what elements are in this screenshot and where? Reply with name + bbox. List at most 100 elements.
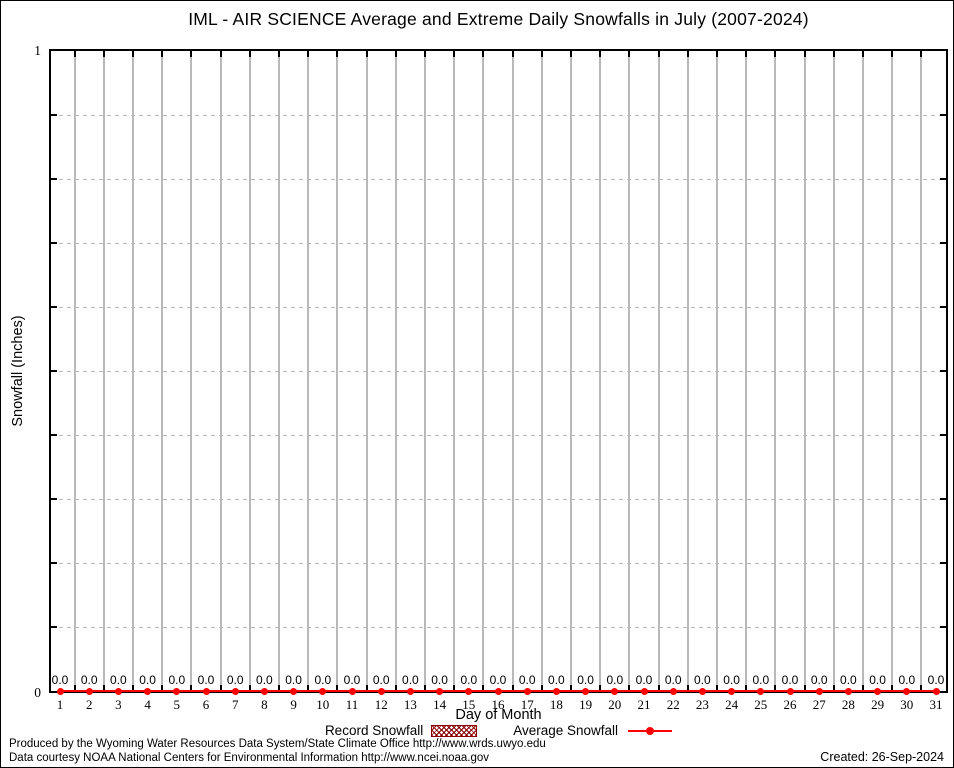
- average-snowfall-line-sample-icon: [628, 726, 673, 735]
- grid-line-horizontal: [51, 498, 946, 500]
- average-snowfall-point-marker: [231, 688, 239, 695]
- y-tick-left: [51, 370, 57, 372]
- x-tick-top: [219, 51, 222, 57]
- average-snowfall-point-marker: [523, 688, 531, 695]
- grid-line-horizontal: [51, 626, 946, 628]
- footer-data-courtesy: Data courtesy NOAA National Centers for …: [9, 752, 490, 764]
- x-tick-top: [424, 51, 426, 57]
- x-tick-bottom: [657, 685, 660, 691]
- average-snowfall-point-marker: [406, 688, 414, 695]
- x-tick-bottom: [570, 685, 572, 691]
- x-tick-bottom: [278, 685, 280, 691]
- x-tick-bottom: [774, 685, 777, 691]
- x-tick-top: [161, 51, 164, 57]
- x-tick-bottom: [482, 685, 485, 691]
- x-tick-top: [190, 51, 193, 57]
- y-tick-left: [51, 562, 57, 564]
- average-snowfall-point-marker: [56, 688, 64, 695]
- average-snowfall-point-icon: [646, 726, 655, 735]
- average-snowfall-point-marker: [552, 688, 560, 695]
- y-tick-left: [51, 114, 57, 116]
- x-tick-bottom: [832, 685, 835, 691]
- x-tick-bottom: [803, 685, 806, 691]
- average-snowfall-point-marker: [640, 688, 648, 695]
- x-tick-top: [102, 51, 105, 57]
- x-tick-top: [891, 51, 894, 57]
- point-value-label: 0.0: [139, 673, 156, 687]
- x-tick-top: [920, 51, 923, 57]
- x-tick-bottom: [161, 685, 164, 691]
- x-tick-top: [716, 51, 718, 57]
- x-tick-bottom: [891, 685, 894, 691]
- point-value-label: 0.0: [518, 673, 536, 687]
- point-value-label: 0.0: [226, 673, 244, 687]
- y-tick-left: [51, 498, 57, 500]
- y-tick-right: [940, 626, 946, 628]
- x-tick-bottom: [365, 685, 368, 691]
- x-axis-day-label: 23: [695, 697, 709, 712]
- x-tick-bottom: [599, 685, 602, 691]
- point-value-label: 0.0: [285, 673, 302, 687]
- y-tick-label-max: 1: [34, 43, 41, 58]
- grid-line-horizontal: [51, 562, 946, 564]
- x-tick-bottom: [102, 685, 105, 691]
- average-snowfall-point-marker: [874, 688, 882, 695]
- x-tick-bottom: [686, 685, 689, 691]
- point-value-label: 0.0: [431, 673, 448, 687]
- x-tick-top: [132, 51, 134, 57]
- y-tick-left: [51, 626, 57, 628]
- x-axis-day-label: 16: [491, 697, 505, 712]
- point-value-label: 0.0: [577, 673, 594, 687]
- x-axis-day-label: 1: [56, 697, 64, 712]
- x-axis-day-label: 20: [608, 697, 622, 712]
- x-axis-day-label: 17: [520, 697, 534, 712]
- legend: Record Snowfall Average Snowfall: [49, 722, 948, 739]
- x-axis-day-label: 24: [725, 697, 739, 712]
- average-snowfall-point-marker: [932, 688, 940, 695]
- grid-line-horizontal: [51, 242, 946, 244]
- point-value-label: 0.0: [314, 673, 332, 687]
- average-snowfall-point-marker: [85, 688, 93, 695]
- x-tick-bottom: [862, 685, 864, 691]
- x-tick-bottom: [307, 685, 310, 691]
- x-axis-day-label: 7: [231, 697, 239, 712]
- average-snowfall-point-marker: [611, 688, 619, 695]
- point-value-label: 0.0: [372, 673, 390, 687]
- x-axis-day-label: 30: [900, 697, 914, 712]
- grid-line-horizontal: [51, 434, 946, 436]
- x-axis-day-label: 27: [812, 697, 826, 712]
- x-tick-bottom: [716, 685, 718, 691]
- y-tick-right: [940, 114, 946, 116]
- point-value-label: 0.0: [898, 673, 916, 687]
- x-axis-day-label: 11: [345, 697, 359, 712]
- average-snowfall-point-marker: [290, 688, 298, 695]
- y-tick-left: [51, 306, 57, 308]
- x-tick-top: [599, 51, 602, 57]
- point-value-label: 0.0: [723, 673, 740, 687]
- x-tick-bottom: [248, 685, 251, 691]
- x-tick-bottom: [219, 685, 222, 691]
- y-tick-right: [940, 434, 946, 436]
- x-axis-day-label: 19: [579, 697, 593, 712]
- x-tick-top: [336, 51, 339, 57]
- x-tick-bottom: [336, 685, 339, 691]
- x-tick-top: [570, 51, 572, 57]
- x-axis-day-label: 22: [666, 697, 680, 712]
- average-snowfall-point-marker: [144, 688, 152, 695]
- point-value-label: 0.0: [489, 673, 507, 687]
- x-axis-day-label: 2: [85, 697, 93, 712]
- average-snowfall-point-marker: [260, 688, 268, 695]
- average-snowfall-point-marker: [786, 688, 794, 695]
- x-tick-top: [278, 51, 280, 57]
- average-snowfall-point-marker: [436, 688, 444, 695]
- x-tick-bottom: [394, 685, 397, 691]
- x-axis-day-label: 8: [261, 697, 268, 712]
- x-axis-day-label: 21: [637, 697, 651, 712]
- chart-title: IML - AIR SCIENCE Average and Extreme Da…: [188, 9, 809, 29]
- grid-line-horizontal: [51, 370, 946, 372]
- x-axis-day-label: 26: [783, 697, 797, 712]
- point-value-label: 0.0: [781, 673, 799, 687]
- average-snowfall-point-marker: [348, 688, 356, 695]
- x-tick-top: [307, 51, 310, 57]
- x-axis-day-label: 10: [316, 697, 330, 712]
